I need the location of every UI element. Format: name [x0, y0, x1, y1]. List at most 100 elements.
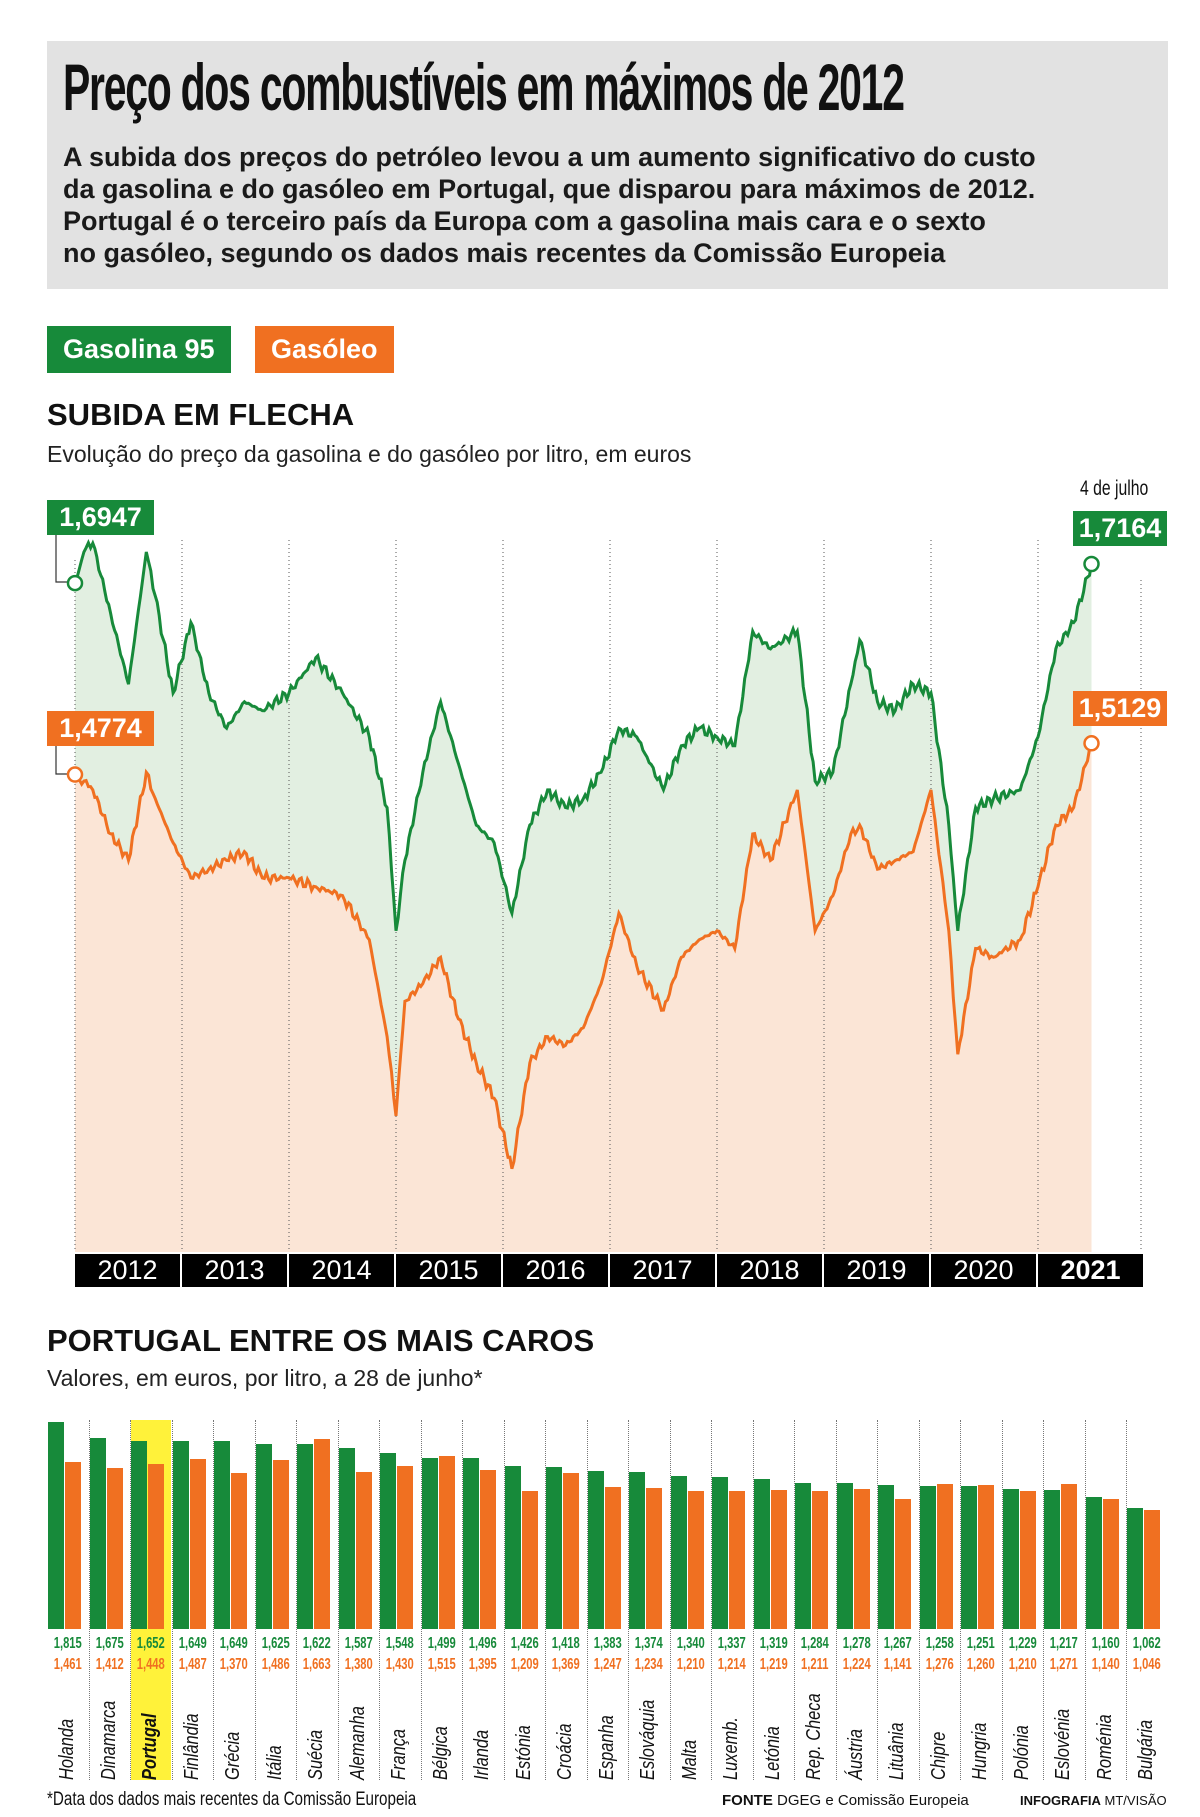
country-label: Áustria: [844, 1728, 867, 1780]
column-divider: [213, 1420, 214, 1780]
gasoline-bar: [504, 1466, 521, 1629]
diesel-value: 1,219: [759, 1656, 788, 1673]
diesel-value: 1,211: [801, 1656, 829, 1673]
diesel-value: 1,369: [551, 1656, 580, 1673]
diesel-value: 1,515: [427, 1656, 456, 1673]
column-divider: [545, 1420, 546, 1780]
country-label: Irlanda: [471, 1729, 493, 1780]
gasoline-value: 1,418: [551, 1635, 580, 1652]
gasoline-value: 1,548: [385, 1635, 414, 1652]
country-label: Rep. Checa: [803, 1693, 825, 1780]
gasoline-end-label: 1,7164: [1073, 511, 1167, 546]
diesel-bar: [853, 1489, 870, 1629]
column-divider: [669, 1420, 671, 1780]
column-divider: [1043, 1420, 1044, 1780]
credit: INFOGRAFIA MT/VISÃO: [1020, 1793, 1167, 1808]
column-divider: [462, 1420, 463, 1780]
diesel-bar: [397, 1465, 413, 1629]
diesel-bar: [895, 1498, 911, 1629]
country-label: França: [388, 1728, 410, 1780]
column-divider: [1001, 1420, 1003, 1780]
country-label: Grécia: [222, 1731, 244, 1780]
country-label: Croácia: [554, 1723, 576, 1780]
year-label: 2012: [75, 1254, 180, 1287]
diesel-value: 1,140: [1091, 1656, 1120, 1673]
diesel-value: 1,247: [593, 1656, 622, 1673]
diesel-value: 1,663: [302, 1656, 331, 1673]
bar-chart-title: PORTUGAL ENTRE OS MAIS CAROS: [47, 1323, 595, 1358]
country-label: Dinamarca: [97, 1700, 120, 1780]
diesel-area: [75, 743, 1092, 1252]
column-divider: [711, 1420, 712, 1780]
intro-line: da gasolina e do gasóleo em Portugal, qu…: [63, 174, 1036, 204]
diesel-value: 1,141: [883, 1656, 912, 1673]
footnote: *Data dos dados mais recentes da Comissã…: [47, 1789, 417, 1810]
gasoline-bar: [1044, 1490, 1060, 1629]
column-divider: [88, 1420, 90, 1780]
column-divider: [794, 1420, 795, 1780]
diesel-value: 1,370: [219, 1656, 248, 1673]
diesel-value: 1,260: [966, 1656, 995, 1673]
legend-gasoline: Gasolina 95: [47, 326, 231, 373]
year-label: 2014: [289, 1254, 394, 1287]
diesel-value: 1,210: [1008, 1656, 1037, 1673]
diesel-start-marker: [66, 766, 84, 783]
diesel-value: 1,046: [1132, 1656, 1161, 1673]
diesel-value: 1,412: [95, 1656, 124, 1673]
country-label: Malta: [678, 1739, 701, 1780]
gasoline-value: 1,340: [676, 1635, 705, 1652]
credit-text: MT/VISÃO: [1104, 1793, 1167, 1808]
country-label: Finlândia: [180, 1713, 203, 1780]
bar-chart-subtitle: Valores, em euros, por litro, a 28 de ju…: [47, 1365, 483, 1391]
year-label: 2015: [396, 1254, 501, 1287]
country-label: Holanda: [56, 1718, 78, 1780]
gasoline-bar: [795, 1482, 811, 1629]
diesel-bar: [770, 1490, 787, 1629]
gasoline-bar: [297, 1444, 313, 1629]
gasoline-bar: [587, 1471, 604, 1629]
gasoline-bar: [670, 1476, 687, 1629]
country-label: Lituânia: [886, 1722, 908, 1780]
diesel-bar: [231, 1472, 247, 1629]
diesel-bar: [148, 1463, 164, 1629]
line-chart: [55, 535, 1142, 1252]
gasoline-value: 1,426: [510, 1635, 539, 1652]
column-divider: [171, 1420, 173, 1780]
gasoline-bar: [836, 1483, 853, 1629]
diesel-line: [74, 742, 1093, 1170]
gasoline-value: 1,229: [1008, 1635, 1037, 1652]
year-label: 2020: [931, 1254, 1036, 1287]
end-date-label: 4 de julho: [1080, 477, 1149, 500]
column-divider: [877, 1420, 878, 1780]
column-divider: [835, 1420, 837, 1780]
diesel-value: 1,448: [136, 1656, 165, 1673]
gasoline-bar: [338, 1448, 355, 1629]
gasoline-start-leader: [55, 535, 75, 583]
gasoline-value: 1,062: [1132, 1635, 1161, 1652]
intro-line: A subida dos preços do petróleo levou a …: [63, 142, 1036, 172]
gasoline-value: 1,251: [966, 1635, 995, 1652]
country-label: Itália: [263, 1745, 286, 1780]
diesel-value: 1,486: [261, 1656, 290, 1673]
diesel-start-label: 1,4774: [47, 711, 154, 746]
gasoline-bar: [131, 1440, 147, 1629]
intro-line: Portugal é o terceiro país da Europa com…: [63, 206, 986, 236]
diesel-bar: [272, 1459, 289, 1629]
diesel-bar: [1102, 1499, 1119, 1629]
gasoline-value: 1,284: [800, 1635, 829, 1652]
year-label: 2016: [503, 1254, 608, 1287]
gasoline-value: 1,815: [53, 1635, 82, 1652]
diesel-bar: [314, 1439, 330, 1629]
gasoline-value: 1,649: [219, 1635, 248, 1652]
gasoline-value: 1,337: [717, 1635, 746, 1652]
diesel-end-marker: [1083, 735, 1100, 752]
gasoline-value: 1,587: [344, 1635, 373, 1652]
country-label: Roménia: [1093, 1714, 1116, 1780]
line-chart-subtitle: Evolução do preço da gasolina e do gasól…: [47, 441, 692, 467]
diesel-value: 1,224: [842, 1656, 871, 1673]
gasoline-start-label: 1,6947: [47, 500, 154, 535]
diesel-value: 1,461: [53, 1656, 82, 1673]
country-label: Bélgica: [429, 1726, 452, 1780]
diesel-bar: [65, 1462, 81, 1629]
country-label: Polónia: [1010, 1725, 1033, 1780]
